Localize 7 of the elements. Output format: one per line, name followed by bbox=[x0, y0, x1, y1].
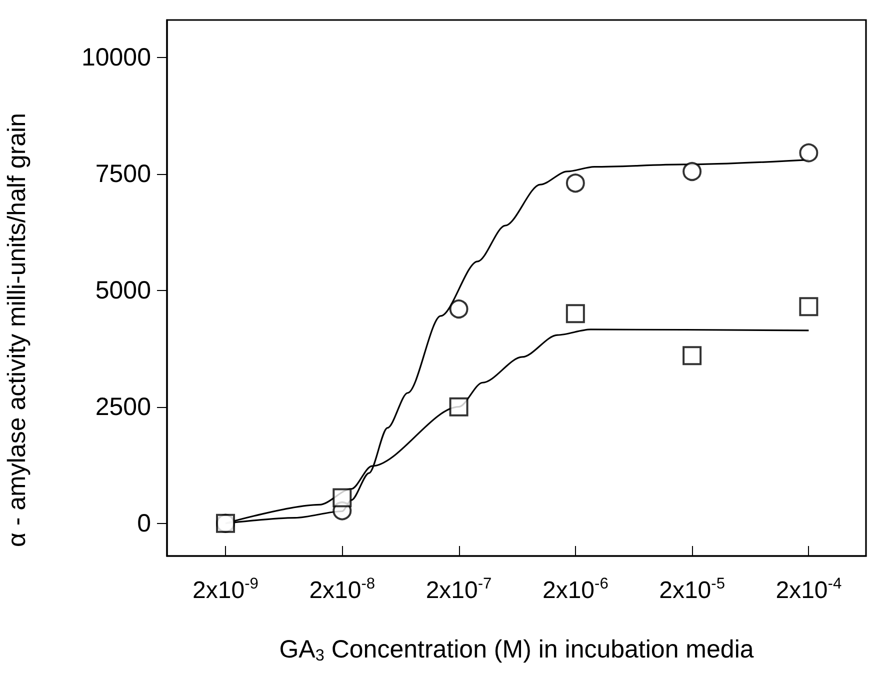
x-axis-title: GA3 Concentration (M) in incubation media bbox=[279, 636, 754, 664]
y-axis-title: α - amylase activity milli-units/half grain bbox=[3, 112, 31, 548]
y-tick-label: 7500 bbox=[95, 160, 151, 188]
y-tick-label: 10000 bbox=[81, 43, 151, 72]
y-tick-label: 5000 bbox=[95, 276, 151, 304]
y-tick-label: 0 bbox=[137, 509, 151, 538]
y-tick-label: 2500 bbox=[95, 392, 151, 421]
